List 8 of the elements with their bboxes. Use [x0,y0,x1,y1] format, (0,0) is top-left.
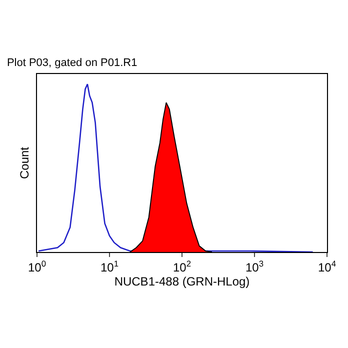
x-tick-label: 10$^{2}$ [172,258,192,274]
x-tick-label: 10$^{1}$ [100,258,119,274]
x-tick-label: 10$^{4}$ [318,258,336,274]
y-axis-title: Count [17,146,32,180]
x-tick-label: 10$^{3}$ [245,258,264,274]
x-tick-label: 10$^{0}$ [28,258,46,274]
x-axis-title: NUCB1-488 (GRN-HLog) [114,274,250,288]
chart-title: Plot P03, gated on P01.R1 [6,57,138,69]
